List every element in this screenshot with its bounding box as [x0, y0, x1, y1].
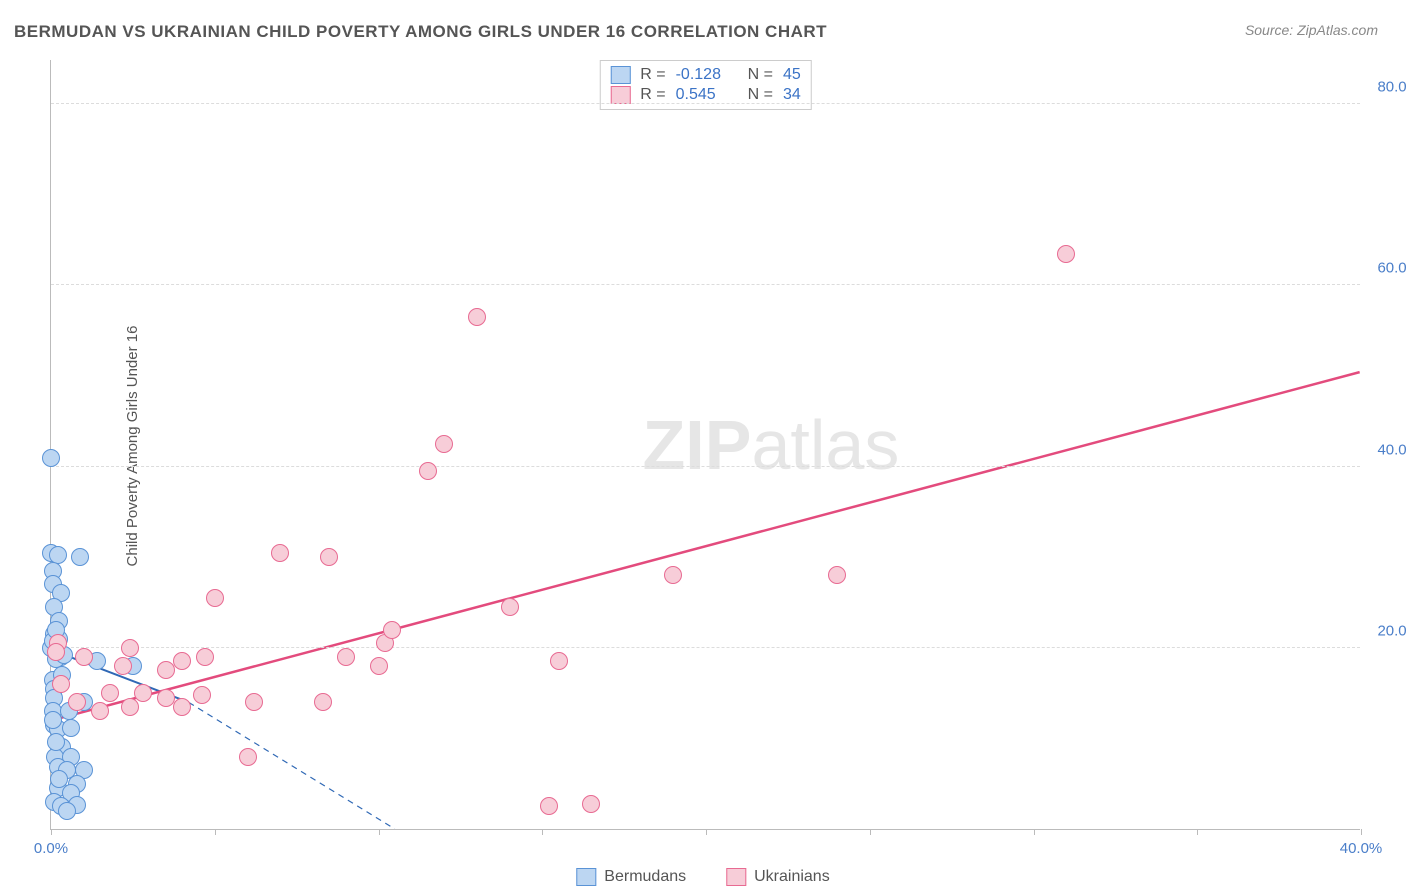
- scatter-point: [42, 449, 60, 467]
- gridline: [51, 103, 1360, 104]
- scatter-point: [501, 598, 519, 616]
- scatter-point: [337, 648, 355, 666]
- scatter-point: [121, 639, 139, 657]
- scatter-point: [540, 797, 558, 815]
- scatter-point: [101, 684, 119, 702]
- scatter-point: [196, 648, 214, 666]
- scatter-point: [75, 648, 93, 666]
- scatter-point: [383, 621, 401, 639]
- scatter-point: [134, 684, 152, 702]
- x-tick: [215, 829, 216, 835]
- legend-label: Ukrainians: [754, 868, 830, 886]
- x-tick: [542, 829, 543, 835]
- legend-label: Bermudans: [604, 868, 686, 886]
- stats-row: R = 0.545 N = 34: [610, 85, 800, 105]
- scatter-point: [114, 657, 132, 675]
- scatter-point: [550, 652, 568, 670]
- legend-swatch: [726, 868, 746, 886]
- stats-n-label: N =: [748, 86, 773, 104]
- scatter-point: [245, 693, 263, 711]
- watermark-bold: ZIP: [643, 406, 752, 484]
- stats-n-label: N =: [748, 66, 773, 84]
- legend-item: Ukrainians: [726, 868, 830, 886]
- x-tick-label: 0.0%: [34, 840, 68, 857]
- x-tick: [870, 829, 871, 835]
- stats-n-value: 34: [783, 86, 801, 104]
- stats-r-value: -0.128: [676, 66, 738, 84]
- scatter-point: [271, 544, 289, 562]
- scatter-point: [320, 548, 338, 566]
- x-tick: [706, 829, 707, 835]
- scatter-point: [68, 693, 86, 711]
- x-tick: [379, 829, 380, 835]
- x-tick: [1034, 829, 1035, 835]
- scatter-point: [582, 795, 600, 813]
- scatter-point: [419, 462, 437, 480]
- gridline: [51, 647, 1360, 648]
- scatter-point: [91, 702, 109, 720]
- scatter-point: [121, 698, 139, 716]
- y-tick-label: 80.0%: [1377, 79, 1406, 96]
- scatter-point: [173, 652, 191, 670]
- watermark-rest: atlas: [751, 406, 899, 484]
- y-tick-label: 20.0%: [1377, 622, 1406, 639]
- scatter-point: [47, 733, 65, 751]
- scatter-point: [1057, 245, 1075, 263]
- scatter-point: [157, 661, 175, 679]
- stats-r-value: 0.545: [676, 86, 738, 104]
- scatter-point: [157, 689, 175, 707]
- x-tick: [1361, 829, 1362, 835]
- chart-title: BERMUDAN VS UKRAINIAN CHILD POVERTY AMON…: [14, 22, 827, 42]
- gridline: [51, 466, 1360, 467]
- scatter-point: [468, 308, 486, 326]
- scatter-point: [47, 643, 65, 661]
- scatter-point: [239, 748, 257, 766]
- scatter-point: [71, 548, 89, 566]
- stats-swatch: [610, 86, 630, 104]
- scatter-point: [62, 719, 80, 737]
- scatter-point: [314, 693, 332, 711]
- scatter-point: [193, 686, 211, 704]
- stats-r-label: R =: [640, 86, 665, 104]
- legend-swatch: [576, 868, 596, 886]
- plot-area: ZIPatlas R =-0.128N =45R =0.545N =34 20.…: [50, 60, 1360, 830]
- scatter-point: [664, 566, 682, 584]
- scatter-point: [44, 711, 62, 729]
- x-tick: [51, 829, 52, 835]
- stats-swatch: [610, 66, 630, 84]
- y-tick-label: 60.0%: [1377, 260, 1406, 277]
- gridline: [51, 284, 1360, 285]
- stats-r-label: R =: [640, 66, 665, 84]
- stats-n-value: 45: [783, 66, 801, 84]
- scatter-point: [435, 435, 453, 453]
- stats-row: R = -0.128 N = 45: [610, 65, 800, 85]
- source-label: Source: ZipAtlas.com: [1245, 22, 1378, 38]
- x-tick: [1197, 829, 1198, 835]
- scatter-point: [828, 566, 846, 584]
- watermark: ZIPatlas: [643, 405, 900, 485]
- bottom-legend: Bermudans Ukrainians: [576, 868, 829, 886]
- scatter-point: [173, 698, 191, 716]
- trend-lines: [51, 60, 1360, 829]
- scatter-point: [52, 675, 70, 693]
- x-tick-label: 40.0%: [1340, 840, 1383, 857]
- scatter-point: [370, 657, 388, 675]
- scatter-point: [58, 802, 76, 820]
- scatter-point: [50, 770, 68, 788]
- scatter-point: [206, 589, 224, 607]
- legend-item: Bermudans: [576, 868, 686, 886]
- y-tick-label: 40.0%: [1377, 441, 1406, 458]
